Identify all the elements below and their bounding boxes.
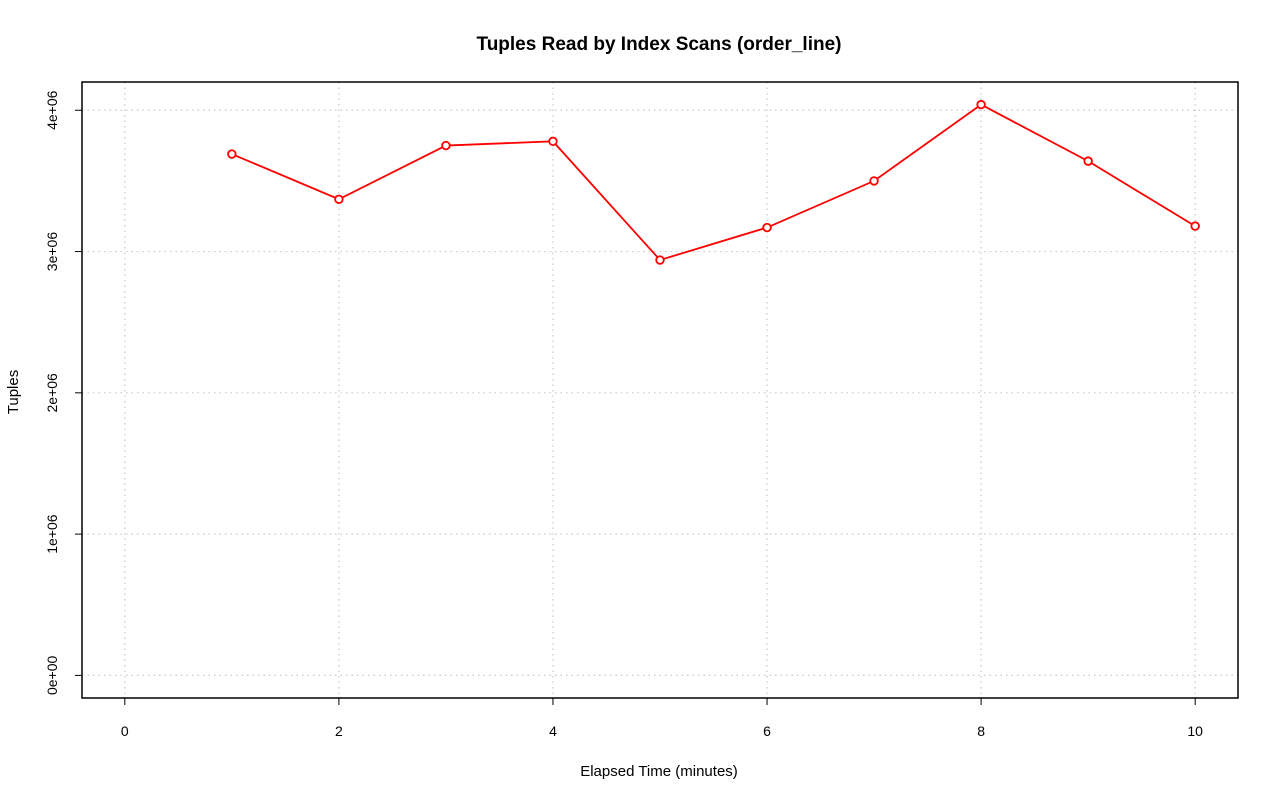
data-point xyxy=(1190,221,1200,231)
data-point xyxy=(655,255,665,265)
series-line xyxy=(231,103,1196,262)
data-point xyxy=(227,149,237,159)
series-layer xyxy=(227,99,1200,265)
data-point xyxy=(762,222,772,233)
x-axis-label: Elapsed Time (minutes) xyxy=(580,763,738,780)
data-point xyxy=(869,176,879,186)
x-tick-label: 4 xyxy=(549,723,557,739)
x-axis: 0 2 4 6 8 10 xyxy=(121,698,1203,739)
y-axis: 0e+00 1e+06 2e+06 3e+06 4e+06 xyxy=(44,90,82,695)
y-tick-label: 0e+00 xyxy=(44,656,60,696)
data-point xyxy=(441,140,451,151)
y-tick-label: 3e+06 xyxy=(44,232,60,272)
x-tick-label: 2 xyxy=(335,723,343,739)
data-point xyxy=(1083,156,1093,166)
x-tick-label: 10 xyxy=(1187,723,1203,739)
y-tick-label: 4e+06 xyxy=(44,90,60,130)
y-tick-label: 1e+06 xyxy=(44,514,60,554)
y-axis-label: Tuples xyxy=(5,370,22,414)
data-point xyxy=(976,99,986,110)
y-tick-label: 2e+06 xyxy=(44,373,60,413)
plot-frame xyxy=(81,81,1239,699)
x-tick-label: 8 xyxy=(977,723,985,739)
chart-title: Tuples Read by Index Scans (order_line) xyxy=(477,34,842,55)
x-tick-label: 0 xyxy=(121,723,129,739)
x-tick-label: 6 xyxy=(763,723,771,739)
grid xyxy=(82,82,1238,698)
data-point xyxy=(334,194,344,204)
data-point xyxy=(548,136,558,147)
